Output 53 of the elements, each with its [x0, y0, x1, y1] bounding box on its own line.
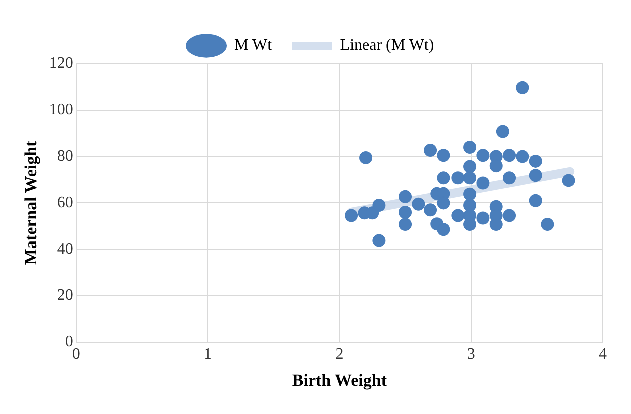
point: [529, 154, 542, 168]
x-axis-title: Birth Weight: [292, 371, 388, 390]
point: [476, 149, 490, 162]
point: [452, 172, 465, 185]
point: [516, 150, 530, 164]
y-tick-label: 60: [57, 194, 74, 212]
point: [399, 218, 412, 232]
point: [516, 81, 530, 94]
point: [464, 160, 477, 174]
y-tick-label: 100: [49, 102, 74, 119]
point: [490, 218, 503, 232]
point: [464, 188, 477, 201]
x-tick-label: 2: [336, 346, 344, 364]
point: [490, 160, 503, 173]
legend-label: M Wt: [234, 37, 273, 54]
x-tick-label: 4: [599, 346, 607, 364]
y-tick-label: 0: [65, 334, 74, 351]
point: [476, 176, 490, 190]
point: [424, 204, 438, 217]
y-axis-title: Maternal Weight: [22, 140, 41, 266]
point: [464, 218, 477, 232]
point: [464, 141, 477, 154]
legend-label: Linear (M Wt): [340, 37, 434, 54]
point: [399, 206, 412, 219]
point: [345, 209, 358, 222]
x-tick-label: 1: [204, 346, 212, 364]
point: [360, 151, 373, 164]
y-tick-label: 20: [57, 287, 74, 304]
point: [503, 172, 516, 185]
point: [541, 218, 554, 232]
point: [424, 144, 438, 158]
point: [372, 199, 386, 212]
point: [399, 190, 412, 204]
point: [437, 172, 450, 185]
point: [503, 209, 516, 222]
y-tick-label: 80: [57, 148, 74, 166]
point: [562, 174, 576, 188]
y-tick-label: 120: [49, 55, 74, 72]
y-tick-label: 40: [57, 240, 74, 258]
point: [437, 223, 450, 236]
point: [529, 194, 542, 208]
point: [496, 125, 510, 138]
point: [372, 234, 386, 248]
point: [452, 209, 465, 222]
point: [437, 149, 450, 162]
point: [437, 196, 450, 210]
point: [476, 212, 490, 225]
point: [412, 198, 426, 211]
point: [503, 149, 516, 162]
x-tick-label: 3: [467, 346, 476, 364]
point: [464, 172, 477, 185]
point: [529, 169, 542, 182]
point: [464, 199, 477, 212]
